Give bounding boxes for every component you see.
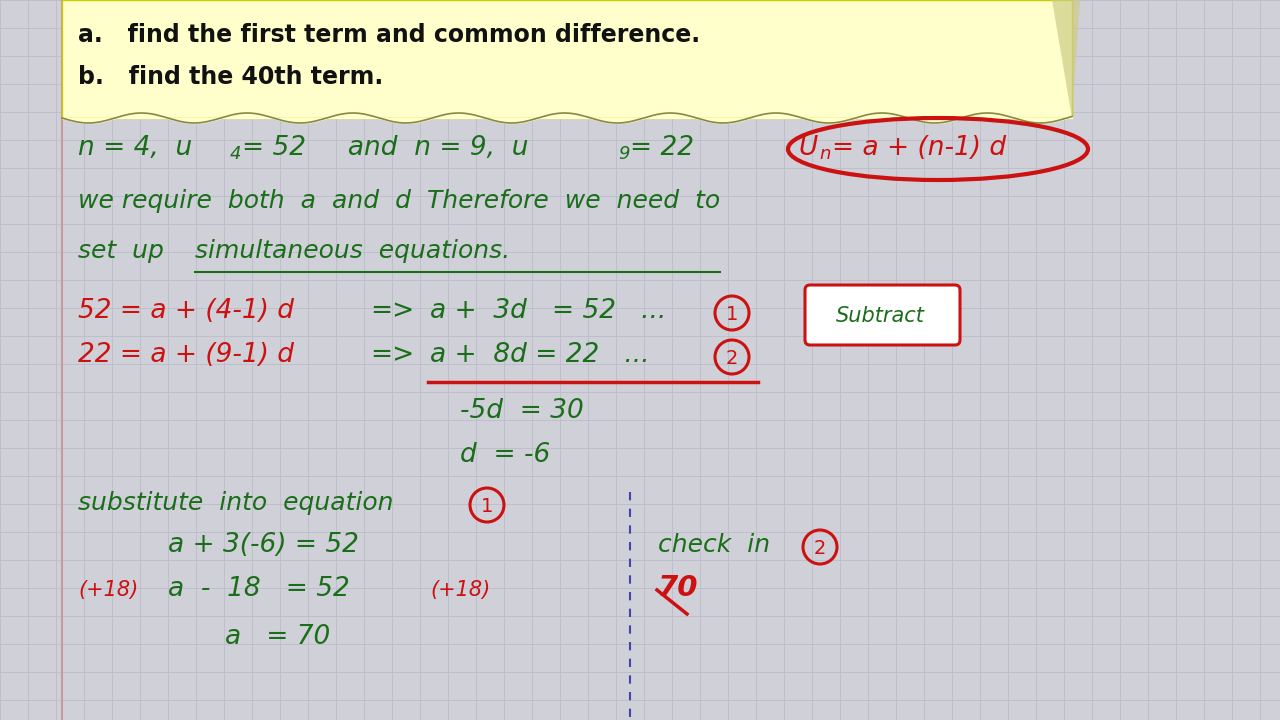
Text: check  in: check in: [658, 533, 778, 557]
Text: we require  both  a  and  d  Therefore  we  need  to: we require both a and d Therefore we nee…: [78, 189, 721, 213]
Text: set  up: set up: [78, 239, 180, 263]
Text: a +  8d = 22   ...: a + 8d = 22 ...: [430, 342, 649, 368]
Text: 2: 2: [726, 348, 739, 367]
Text: = a + (n-1) d: = a + (n-1) d: [832, 135, 1006, 161]
Text: d  = -6: d = -6: [460, 442, 550, 468]
Text: 2: 2: [814, 539, 826, 557]
Text: -5d  = 30: -5d = 30: [460, 398, 584, 424]
Text: n: n: [819, 145, 831, 163]
Text: 9: 9: [618, 145, 630, 163]
Text: substitute  into  equation: substitute into equation: [78, 491, 402, 515]
Text: b.   find the 40th term.: b. find the 40th term.: [78, 65, 383, 89]
Text: =>: =>: [370, 298, 415, 324]
Text: 1: 1: [726, 305, 739, 323]
Text: = 22: = 22: [630, 135, 694, 161]
FancyBboxPatch shape: [805, 285, 960, 345]
Text: 52 = a + (4-1) d: 52 = a + (4-1) d: [78, 298, 294, 324]
Text: 70: 70: [658, 574, 699, 602]
Text: (+18): (+18): [78, 580, 138, 600]
Text: = 52     and  n = 9,  u: = 52 and n = 9, u: [242, 135, 529, 161]
Text: 22 = a + (9-1) d: 22 = a + (9-1) d: [78, 342, 294, 368]
FancyBboxPatch shape: [61, 0, 1073, 118]
Text: a + 3(-6) = 52: a + 3(-6) = 52: [168, 532, 358, 558]
Text: a.   find the first term and common difference.: a. find the first term and common differ…: [78, 23, 700, 47]
Text: =>: =>: [370, 342, 415, 368]
Text: Subtract: Subtract: [836, 306, 924, 326]
Text: n = 4,  u: n = 4, u: [78, 135, 192, 161]
Text: a   = 70: a = 70: [225, 624, 330, 650]
Text: a  -  18   = 52: a - 18 = 52: [168, 576, 349, 602]
Text: (+18): (+18): [430, 580, 490, 600]
Text: 4: 4: [230, 145, 242, 163]
Text: 1: 1: [481, 497, 493, 516]
Text: simultaneous  equations.: simultaneous equations.: [195, 239, 511, 263]
Text: U: U: [797, 135, 817, 161]
Polygon shape: [1052, 0, 1080, 118]
Text: a +  3d   = 52   ...: a + 3d = 52 ...: [430, 298, 667, 324]
